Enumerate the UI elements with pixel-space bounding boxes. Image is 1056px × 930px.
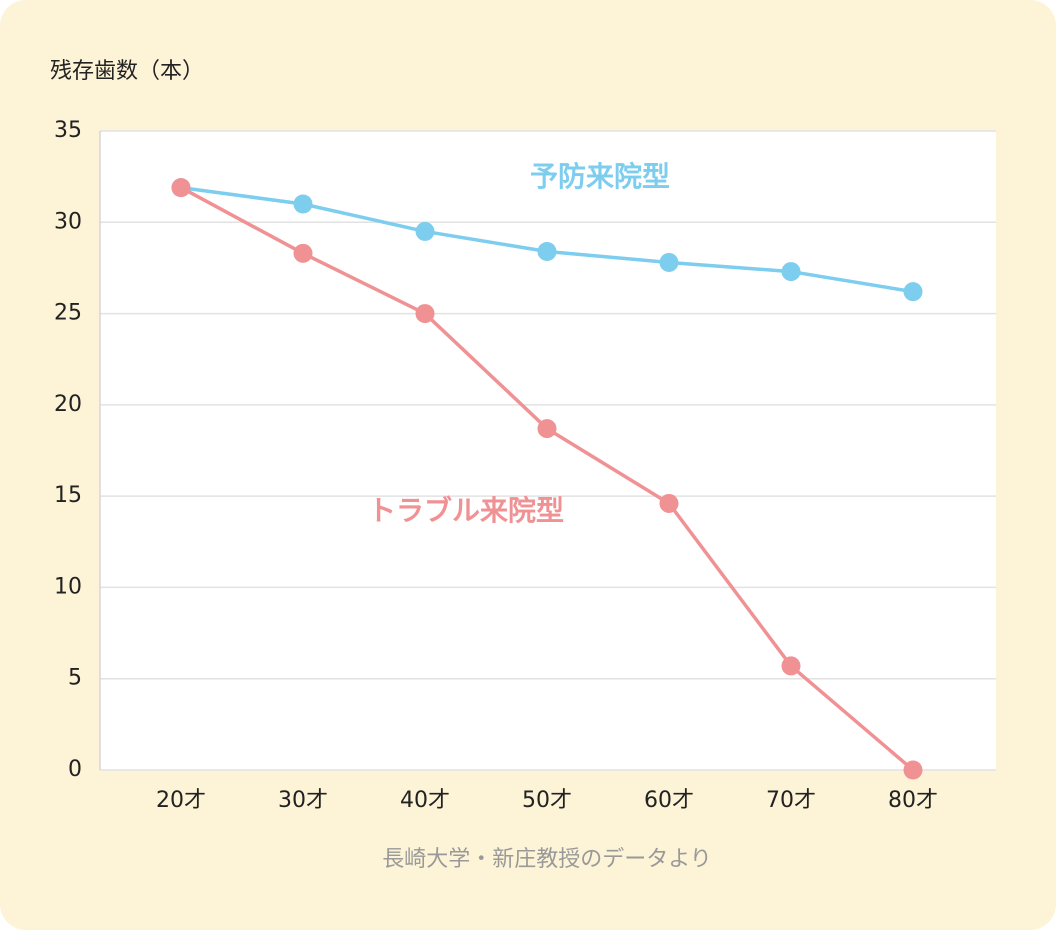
series-label: トラブル来院型 bbox=[368, 494, 564, 527]
data-point bbox=[903, 760, 923, 780]
x-tick-label: 30才 bbox=[278, 788, 328, 813]
y-tick-label: 25 bbox=[54, 301, 82, 326]
y-axis-label: 残存歯数（本） bbox=[50, 59, 204, 84]
data-point bbox=[659, 252, 679, 272]
x-tick-label: 50才 bbox=[522, 788, 572, 813]
plot-area bbox=[100, 131, 996, 770]
series-label: 予防来院型 bbox=[530, 160, 670, 193]
data-point bbox=[171, 178, 191, 198]
y-tick-label: 35 bbox=[54, 118, 82, 143]
x-tick-label: 80才 bbox=[888, 788, 938, 813]
y-tick-label: 30 bbox=[54, 209, 82, 234]
data-point bbox=[537, 419, 557, 439]
y-tick-label: 20 bbox=[54, 392, 82, 417]
x-tick-label: 40才 bbox=[400, 788, 450, 813]
y-tick-label: 5 bbox=[68, 666, 82, 691]
data-point bbox=[293, 194, 313, 214]
x-tick-label: 70才 bbox=[766, 788, 816, 813]
x-tick-label: 60才 bbox=[644, 788, 694, 813]
y-tick-label: 0 bbox=[68, 757, 82, 782]
data-point bbox=[903, 282, 923, 302]
data-point bbox=[659, 493, 679, 513]
y-tick-label: 15 bbox=[54, 483, 82, 508]
y-tick-label: 10 bbox=[54, 574, 82, 599]
source-note: 長崎大学・新庄教授のデータより bbox=[382, 847, 712, 872]
x-tick-label: 20才 bbox=[156, 788, 206, 813]
data-point bbox=[415, 221, 435, 241]
data-point bbox=[415, 304, 435, 324]
data-point bbox=[781, 262, 801, 282]
data-point bbox=[293, 243, 313, 263]
data-point bbox=[537, 241, 557, 261]
data-point bbox=[781, 656, 801, 676]
